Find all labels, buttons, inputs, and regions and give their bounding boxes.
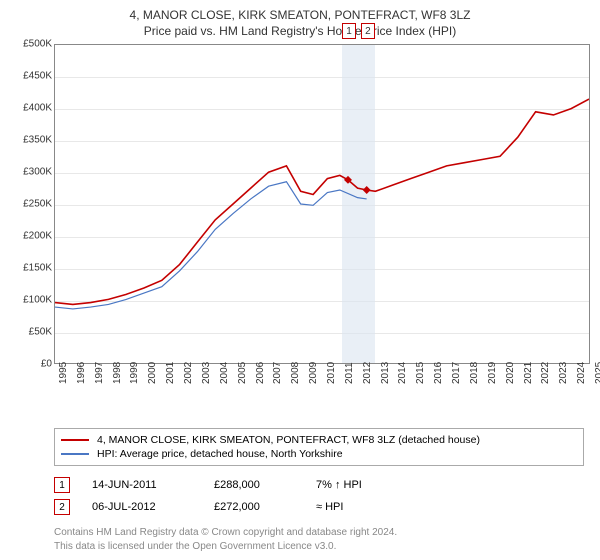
x-tick-label: 1999: [129, 362, 140, 384]
x-tick-label: 2012: [362, 362, 373, 384]
x-tick-label: 2020: [505, 362, 516, 384]
sale-delta: 7% ↑ HPI: [316, 479, 396, 491]
x-tick-label: 2018: [469, 362, 480, 384]
y-tick-label: £350K: [12, 135, 52, 146]
y-tick-label: £300K: [12, 167, 52, 178]
legend-swatch: [61, 453, 89, 455]
x-tick-label: 2002: [183, 362, 194, 384]
x-tick-label: 2025: [594, 362, 600, 384]
y-tick-label: £100K: [12, 295, 52, 306]
sale-row: 2 06-JUL-2012 £272,000 ≈ HPI: [54, 496, 590, 518]
series-price_paid: [55, 99, 589, 304]
sale-date: 06-JUL-2012: [92, 501, 192, 513]
sale-price: £288,000: [214, 479, 294, 491]
legend-swatch: [61, 439, 89, 441]
title-block: 4, MANOR CLOSE, KIRK SMEATON, PONTEFRACT…: [10, 8, 590, 38]
plot-wrap: £0 £50K £100K £150K £200K £250K £300K £350K £400…: [12, 44, 590, 384]
legend-text: 4, MANOR CLOSE, KIRK SMEATON, PONTEFRACT…: [97, 434, 480, 446]
sale-price: £272,000: [214, 501, 294, 513]
line-svg: [55, 45, 589, 363]
x-tick-label: 2011: [344, 362, 355, 384]
legend-box: 4, MANOR CLOSE, KIRK SMEATON, PONTEFRACT…: [54, 428, 584, 466]
x-tick-label: 2022: [540, 362, 551, 384]
x-tick-label: 2024: [576, 362, 587, 384]
sale-index-box: 1: [54, 477, 70, 493]
x-tick-label: 2008: [290, 362, 301, 384]
y-tick-label: £250K: [12, 199, 52, 210]
x-tick-label: 2019: [487, 362, 498, 384]
legend-row: 4, MANOR CLOSE, KIRK SMEATON, PONTEFRACT…: [61, 433, 577, 447]
legend-row: HPI: Average price, detached house, Nort…: [61, 447, 577, 461]
x-tick-label: 1995: [58, 362, 69, 384]
sale-marker-label: 2: [361, 23, 375, 39]
x-tick-label: 2009: [308, 362, 319, 384]
chart-title-address: 4, MANOR CLOSE, KIRK SMEATON, PONTEFRACT…: [10, 8, 590, 22]
x-tick-label: 1996: [76, 362, 87, 384]
y-tick-label: £150K: [12, 263, 52, 274]
x-tick-label: 2005: [237, 362, 248, 384]
sale-delta: ≈ HPI: [316, 501, 396, 513]
x-tick-label: 2023: [558, 362, 569, 384]
legend-text: HPI: Average price, detached house, Nort…: [97, 448, 343, 460]
plot-area: 12 1995199619971998199920002001200220032…: [54, 44, 590, 364]
y-tick-label: £0: [12, 359, 52, 370]
sale-marker-dot: [363, 186, 371, 194]
x-tick-label: 1997: [94, 362, 105, 384]
x-tick-label: 2021: [523, 362, 534, 384]
y-tick-label: £50K: [12, 327, 52, 338]
y-tick-label: £400K: [12, 103, 52, 114]
footer-line2: This data is licensed under the Open Gov…: [54, 540, 590, 554]
x-tick-label: 2004: [219, 362, 230, 384]
chart-subtitle: Price paid vs. HM Land Registry's House …: [10, 24, 590, 38]
footer-line1: Contains HM Land Registry data © Crown c…: [54, 526, 590, 540]
x-tick-label: 2014: [397, 362, 408, 384]
footer-attribution: Contains HM Land Registry data © Crown c…: [54, 526, 590, 553]
chart-container: 4, MANOR CLOSE, KIRK SMEATON, PONTEFRACT…: [0, 0, 600, 560]
y-tick-label: £450K: [12, 71, 52, 82]
x-tick-label: 2006: [255, 362, 266, 384]
x-tick-label: 2017: [451, 362, 462, 384]
x-tick-label: 2015: [415, 362, 426, 384]
series-hpi: [55, 182, 367, 309]
x-tick-label: 2010: [326, 362, 337, 384]
sales-table: 1 14-JUN-2011 £288,000 7% ↑ HPI 2 06-JUL-2012…: [54, 474, 590, 518]
sale-date: 14-JUN-2011: [92, 479, 192, 491]
x-tick-label: 1998: [112, 362, 123, 384]
x-tick-label: 2000: [147, 362, 158, 384]
x-tick-label: 2016: [433, 362, 444, 384]
sale-index-box: 2: [54, 499, 70, 515]
sale-marker-label: 1: [342, 23, 356, 39]
sale-row: 1 14-JUN-2011 £288,000 7% ↑ HPI: [54, 474, 590, 496]
x-tick-label: 2003: [201, 362, 212, 384]
x-tick-label: 2013: [380, 362, 391, 384]
x-tick-label: 2007: [272, 362, 283, 384]
x-tick-label: 2001: [165, 362, 176, 384]
y-tick-label: £500K: [12, 39, 52, 50]
y-tick-label: £200K: [12, 231, 52, 242]
